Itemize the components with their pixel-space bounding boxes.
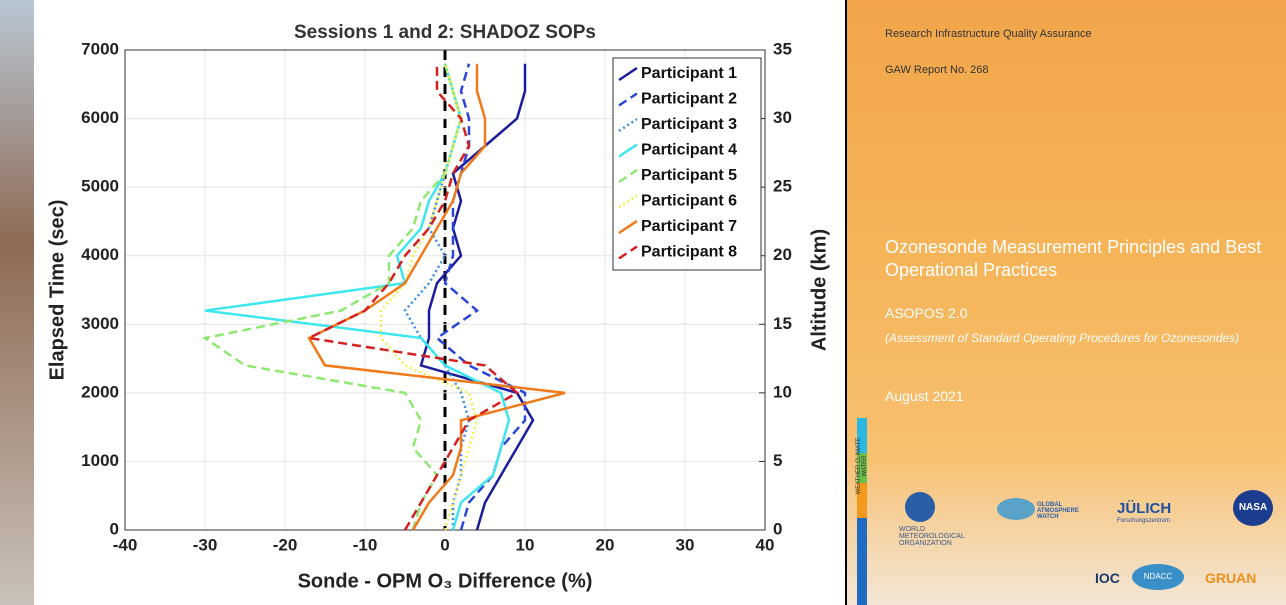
gaw-logo <box>997 498 1035 520</box>
nasa-logo: NASA <box>1233 490 1273 526</box>
y-tick-label: 6000 <box>81 108 119 127</box>
series-line <box>419 63 535 531</box>
gruan-logo: GRUAN <box>1205 570 1257 586</box>
y-tick-label: 5000 <box>81 177 119 196</box>
legend-label: Participant 4 <box>641 142 737 159</box>
y-tick-label: 2000 <box>81 382 119 401</box>
legend-swatch <box>618 219 638 235</box>
report-no: GAW Report No. 268 <box>885 64 989 76</box>
x-tick-label: 10 <box>516 535 535 554</box>
report-description: (Assessment of Standard Operating Proced… <box>885 331 1240 345</box>
report-date: August 2021 <box>885 388 964 404</box>
y2-tick-label: 30 <box>773 108 792 127</box>
y-tick-label: 3000 <box>81 314 119 333</box>
legend-label: Participant 1 <box>641 65 737 82</box>
legend-label: Participant 3 <box>641 116 737 133</box>
gaw-text: GLOBAL ATMOSPHERE WATCH <box>1037 502 1079 520</box>
legend-swatch <box>618 194 638 209</box>
legend-label: Participant 7 <box>641 218 737 235</box>
x-tick-label: 30 <box>676 535 695 554</box>
y-tick-label: 7000 <box>81 39 119 58</box>
legend-swatch <box>618 168 638 184</box>
wmo-text: WORLD METEOROLOGICAL ORGANIZATION <box>899 526 965 547</box>
julich-sub: Forschungszentrum <box>1117 518 1171 524</box>
x-tick-label: -40 <box>113 535 138 554</box>
series-line <box>204 63 511 531</box>
x-tick-label: -20 <box>273 535 298 554</box>
legend-label: Participant 8 <box>641 244 737 261</box>
report-cover: WEATHER CLIMATE WATER Research Infrastru… <box>847 0 1286 605</box>
series-name: Research Infrastructure Quality Assuranc… <box>885 28 1092 40</box>
y-tick-label: 0 <box>110 519 119 538</box>
ndacc-logo: NDACC <box>1132 564 1184 590</box>
y2-tick-label: 10 <box>773 382 792 401</box>
series-line <box>379 63 479 531</box>
y2-tick-label: 0 <box>773 519 782 538</box>
legend-swatch <box>618 143 638 158</box>
x-tick-label: -30 <box>193 535 218 554</box>
y-tick-label: 1000 <box>81 451 119 470</box>
photo-strip <box>0 0 34 605</box>
ioc-logo: IOC <box>1095 570 1120 586</box>
sidebar-text: WEATHER CLIMATE WATER <box>856 437 868 495</box>
series-line <box>307 63 566 531</box>
x-tick-label: 20 <box>596 535 615 554</box>
legend-label: Participant 6 <box>641 193 737 210</box>
x-tick-label: 40 <box>756 535 775 554</box>
chart-title: Sessions 1 and 2: SHADOZ SOPs <box>294 22 596 43</box>
legend-swatch <box>618 245 638 260</box>
y2-tick-label: 25 <box>773 177 792 196</box>
y-tick-label: 4000 <box>81 245 119 264</box>
legend: Participant 1 Participant 2 Participant 3 P… <box>612 57 762 271</box>
legend-box <box>612 57 762 271</box>
legend-swatch <box>618 117 638 133</box>
report-subtitle: ASOPOS 2.0 <box>885 305 968 321</box>
report-title: Ozonesonde Measurement Principles and Be… <box>885 237 1262 280</box>
wmo-logo <box>905 492 935 522</box>
legend-label: Participant 2 <box>641 91 737 108</box>
y2-tick-label: 20 <box>773 245 792 264</box>
y2-tick-label: 35 <box>773 39 792 58</box>
chart: Sessions 1 and 2: SHADOZ SOPs Sonde - OP… <box>0 0 845 605</box>
y2-tick-label: 15 <box>773 314 792 333</box>
julich-text: JÜLICH <box>1117 500 1172 517</box>
x-tick-label: 0 <box>440 535 449 554</box>
legend-swatch <box>618 92 638 107</box>
legend-swatch <box>618 66 638 82</box>
x-tick-label: -10 <box>353 535 378 554</box>
y2-axis-label: Altitude (km) <box>808 229 830 351</box>
x-axis-label: Sonde - OPM O₃ Difference (%) <box>298 570 593 592</box>
y2-tick-label: 5 <box>773 451 782 470</box>
legend-label: Participant 5 <box>641 167 737 184</box>
y-axis-label: Elapsed Time (sec) <box>46 200 68 381</box>
series-line <box>304 63 520 531</box>
series-line <box>201 63 463 531</box>
sidebar: WEATHER CLIMATE WATER <box>856 0 868 605</box>
